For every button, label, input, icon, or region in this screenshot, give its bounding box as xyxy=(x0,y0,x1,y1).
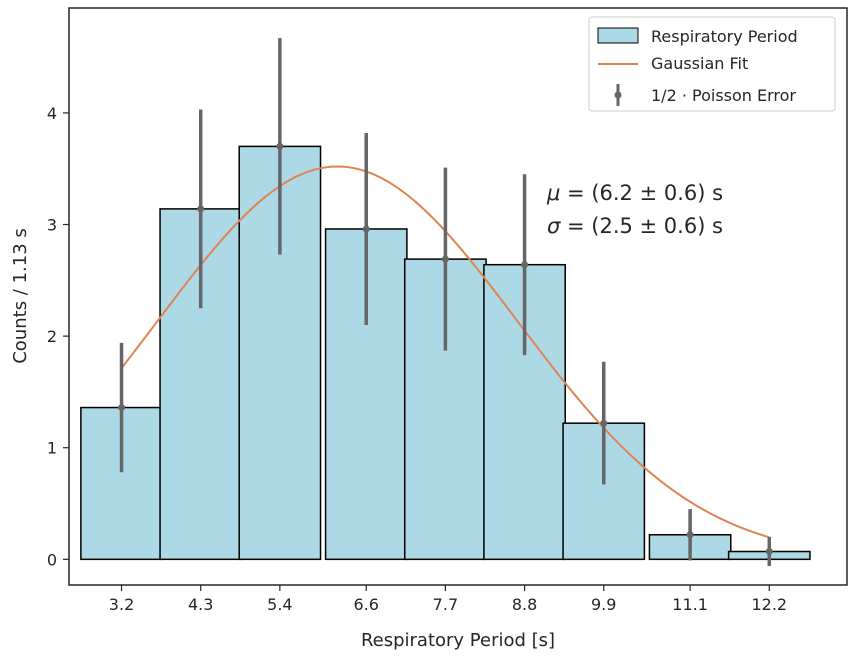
x-tick-label: 3.2 xyxy=(109,595,134,614)
legend-label-histogram: Respiratory Period xyxy=(651,27,798,46)
mu-annotation: μ = (6.2 ± 0.6) s xyxy=(546,181,723,205)
legend-swatch-errorbar-marker xyxy=(614,91,622,99)
error-bar-marker xyxy=(276,142,284,150)
y-tick-label: 4 xyxy=(47,104,57,123)
y-axis-ticks: 0 1 2 3 4 xyxy=(47,104,69,569)
y-tick-label: 0 xyxy=(47,550,57,569)
error-bar-marker xyxy=(362,225,370,233)
legend-label-fit: Gaussian Fit xyxy=(651,54,748,73)
annotation-text: = (6.2 ± 0.6) s xyxy=(560,181,723,205)
greek-symbol: μ xyxy=(546,181,560,205)
error-bar-marker xyxy=(600,419,608,427)
legend-swatch-histogram xyxy=(597,27,639,44)
y-tick-label: 3 xyxy=(47,216,57,235)
histogram-bar xyxy=(483,263,566,561)
x-tick-label: 7.7 xyxy=(433,595,458,614)
legend-label-errorbar: 1/2 · Poisson Error xyxy=(651,86,796,105)
error-bar-marker xyxy=(441,255,449,263)
fit-annotation: μ = (6.2 ± 0.6) s σ = (2.5 ± 0.6) s xyxy=(546,181,723,238)
legend: Respiratory Period Gaussian Fit 1/2 · Po… xyxy=(588,16,836,112)
x-tick-label: 4.3 xyxy=(188,595,213,614)
error-bar-marker xyxy=(118,404,126,412)
x-axis-ticks: 3.2 4.3 5.4 6.6 7.7 8.8 9.9 11.1 12.2 xyxy=(109,585,787,614)
annotation-text: = (2.5 ± 0.6) s xyxy=(560,214,723,238)
y-tick-label: 2 xyxy=(47,327,57,346)
error-bar-marker xyxy=(686,531,694,539)
x-tick-label: 8.8 xyxy=(512,595,537,614)
x-tick-label: 11.1 xyxy=(672,595,708,614)
plot-frame xyxy=(68,7,848,586)
x-tick-label: 5.4 xyxy=(267,595,292,614)
x-tick-label: 6.6 xyxy=(354,595,379,614)
legend-box xyxy=(588,16,836,112)
y-axis-label: Counts / 1.13 s xyxy=(10,228,31,364)
x-tick-label: 12.2 xyxy=(751,595,787,614)
x-axis-label: Respiratory Period [s] xyxy=(361,630,555,651)
sigma-annotation: σ = (2.5 ± 0.6) s xyxy=(547,214,723,238)
greek-symbol: σ xyxy=(547,214,561,238)
error-bars xyxy=(118,38,773,567)
error-bar-marker xyxy=(197,205,205,213)
x-tick-label: 9.9 xyxy=(591,595,616,614)
error-bar-marker xyxy=(521,261,529,269)
error-bar-marker xyxy=(765,548,773,556)
y-tick-label: 1 xyxy=(47,439,57,458)
